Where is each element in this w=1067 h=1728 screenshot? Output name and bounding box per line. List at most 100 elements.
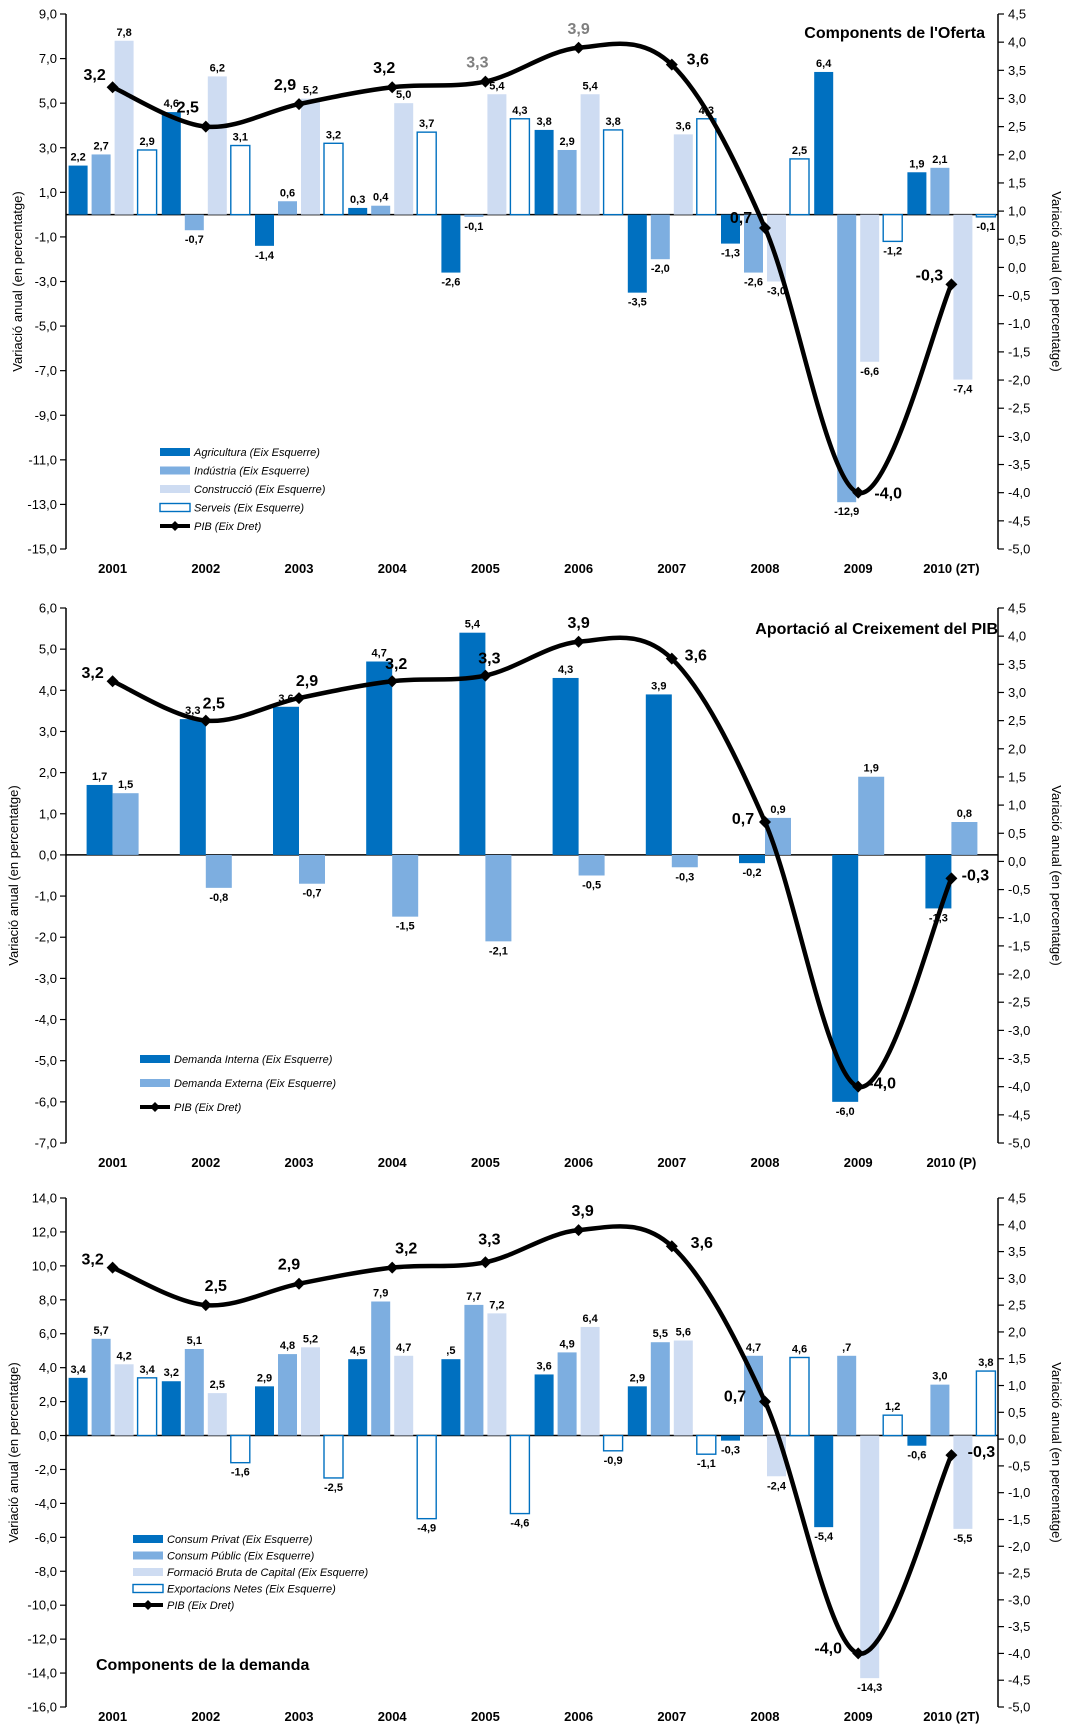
bar-demanda-externa-2006: [578, 854, 605, 876]
bar-formaci-bruta-de-capital-2006: [580, 1326, 600, 1436]
data-label-formaci-bruta-de-capital-2002: 2,5: [210, 1379, 225, 1391]
category-label-2010-p: 2010 (P): [926, 1155, 976, 1170]
data-label-ind-stria-2010-2t: 2,1: [932, 154, 947, 166]
bar-consum-privat-2009: [814, 1435, 834, 1528]
bar-construcci-2008: [767, 214, 786, 282]
bar-agricultura-2003: [255, 214, 274, 246]
pib-marker-2009: [852, 1647, 865, 1660]
data-label-serveis-2005: 4,3: [512, 105, 527, 117]
bar-construcci-2005: [487, 94, 507, 215]
bar-formaci-bruta-de-capital-2007: [673, 1340, 693, 1436]
pib-label-2004: 3,2: [385, 656, 407, 673]
pib-label-2002: 2,5: [205, 1278, 227, 1295]
data-label-consum-p-blic-2006: 4,9: [559, 1338, 574, 1350]
legend-swatch-serveis: [159, 502, 191, 513]
bar-consum-privat-2001: [68, 1377, 88, 1436]
left-tick-label: 3,0: [39, 724, 57, 739]
left-tick-label: -1,0: [35, 889, 57, 904]
bar-serveis-2004: [416, 131, 437, 216]
legend-swatch-demanda-interna: [140, 1055, 170, 1063]
pib-marker-2002: [199, 1299, 212, 1312]
data-label-demanda-externa-2001: 1,5: [118, 779, 133, 791]
pib-label-2005: 3,3: [466, 55, 488, 72]
right-tick-label: 0,0: [1008, 260, 1026, 275]
category-label-2001: 2001: [98, 1155, 127, 1170]
data-label-serveis-2004: 3,7: [419, 118, 434, 130]
chart-components-oferta: -15,0 -13,0 -11,0 -9,0 -7,0 -5,0 -3,0 -1,0 1,0 3,…: [10, 7, 1064, 577]
right-tick-label: 4,5: [1008, 601, 1026, 616]
bar-formaci-bruta-de-capital-2002: [207, 1393, 227, 1436]
bar-ind-stria-2009: [837, 214, 857, 503]
data-label-consum-p-blic-2004: 7,9: [373, 1287, 388, 1299]
left-tick-label: -15,0: [27, 542, 57, 557]
pib-marker-2010-p: [945, 872, 958, 885]
right-tick-label: 2,5: [1008, 1298, 1026, 1313]
data-label-demanda-externa-2007: -0,3: [675, 871, 694, 883]
bar-agricultura-2001: [68, 165, 88, 215]
bar-consum-privat-2003: [255, 1386, 274, 1436]
bar-demanda-interna-2003: [273, 706, 299, 855]
data-label-serveis-2010-2t: -0,1: [976, 221, 995, 233]
pib-label-2002: 2,5: [177, 100, 199, 117]
right-tick-label: -2,0: [1008, 967, 1030, 982]
category-label-2007: 2007: [657, 561, 686, 576]
pib-label-2009: -4,0: [814, 1640, 842, 1657]
right-tick-label: -1,5: [1008, 938, 1030, 953]
data-label-ind-stria-2002: -0,7: [185, 234, 204, 246]
right-tick-label: -0,5: [1008, 882, 1030, 897]
legend-marker-pib: [150, 1102, 160, 1112]
pib-marker-2006: [572, 635, 585, 648]
category-label-2004: 2004: [378, 561, 408, 576]
bar-demanda-interna-2002: [179, 719, 206, 855]
pib-marker-2006: [572, 41, 585, 54]
data-label-formaci-bruta-de-capital-2010-2t: -5,5: [953, 1533, 972, 1545]
legend-marker-pib: [143, 1600, 153, 1610]
data-label-demanda-externa-2010-p: 0,8: [957, 808, 972, 820]
data-label-demanda-interna-2001: 1,7: [92, 771, 107, 783]
bar-agricultura-2006: [534, 129, 554, 215]
pib-label-2010-2t: -0,3: [916, 267, 944, 284]
data-label-consum-p-blic-2003: 4,8: [280, 1340, 295, 1352]
chart-title: Components de l'Oferta: [804, 25, 985, 42]
left-tick-label: 5,0: [39, 96, 57, 111]
bar-exportacions-netes-2001: [136, 1377, 158, 1437]
right-tick-label: 4,5: [1008, 7, 1026, 22]
legend-swatch-consum-privat: [133, 1535, 163, 1543]
right-tick-label: 3,5: [1008, 1244, 1026, 1259]
data-label-ind-stria-2009: -12,9: [834, 506, 859, 518]
right-tick-label: 3,0: [1008, 1271, 1026, 1286]
pib-marker-2002: [199, 120, 212, 133]
bar-formaci-bruta-de-capital-2004: [394, 1355, 414, 1436]
left-tick-label: -12,0: [27, 1632, 57, 1647]
data-label-consum-privat-2010-2t: -0,6: [907, 1450, 926, 1462]
bar-ind-stria-2010-2t: [930, 167, 950, 215]
data-label-consum-p-blic-2005: 7,7: [466, 1291, 481, 1303]
right-tick-label: -3,0: [1008, 1592, 1030, 1607]
data-label-ind-stria-2004: 0,4: [373, 192, 389, 204]
pib-label-2004: 3,2: [373, 60, 395, 77]
left-tick-label: -5,0: [35, 1053, 57, 1068]
right-tick-label: 1,5: [1008, 769, 1026, 784]
data-label-consum-privat-2001: 3,4: [70, 1364, 86, 1376]
chart-title: Components de la demanda: [96, 1657, 309, 1674]
data-label-serveis-2009: -1,2: [883, 245, 902, 257]
data-label-construcci-2008: -3,0: [767, 286, 786, 298]
bar-consum-p-blic-2005: [464, 1304, 484, 1436]
legend-swatch-demanda-externa: [140, 1079, 170, 1087]
bar-exportacions-netes-2005: [509, 1434, 531, 1515]
pib-label-2006: 3,9: [567, 21, 589, 38]
right-tick-label: 1,0: [1008, 204, 1026, 219]
bar-consum-privat-2002: [161, 1381, 181, 1436]
left-axis-title: Variació anual (en percentatge): [6, 785, 21, 965]
left-tick-label: 5,0: [39, 642, 57, 657]
right-tick-label: 2,0: [1008, 147, 1026, 162]
bar-serveis-2008: [789, 158, 810, 216]
category-label-2005: 2005: [471, 561, 500, 576]
data-label-formaci-bruta-de-capital-2009: -14,3: [857, 1682, 882, 1694]
pib-label-2010-2t: -0,3: [968, 1444, 996, 1461]
data-label-demanda-interna-2009: -6,0: [836, 1106, 855, 1118]
bar-construcci-2006: [580, 94, 600, 215]
chart-title: Aportació al Creixement del PIB: [755, 621, 998, 638]
left-tick-label: -2,0: [35, 1462, 57, 1477]
data-label-consum-privat-2002: 3,2: [164, 1367, 179, 1379]
